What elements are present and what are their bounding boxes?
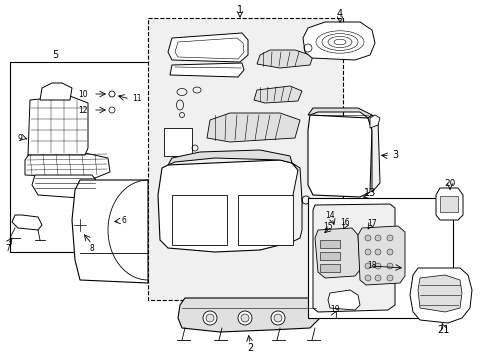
Text: 16: 16 <box>340 217 349 226</box>
Bar <box>307 198 452 318</box>
Polygon shape <box>369 115 379 128</box>
Text: 18: 18 <box>366 261 376 270</box>
Text: 20: 20 <box>444 179 455 188</box>
Polygon shape <box>158 160 302 252</box>
Polygon shape <box>253 86 302 103</box>
Circle shape <box>386 249 392 255</box>
Circle shape <box>374 275 380 281</box>
Bar <box>319 252 339 260</box>
Bar <box>148 18 342 300</box>
Polygon shape <box>314 228 359 278</box>
Polygon shape <box>307 108 371 118</box>
Polygon shape <box>307 115 371 197</box>
Polygon shape <box>327 290 359 310</box>
Text: 21: 21 <box>436 325 448 335</box>
Bar <box>319 240 339 248</box>
Circle shape <box>374 235 380 241</box>
Text: 8: 8 <box>89 243 94 252</box>
Polygon shape <box>417 275 461 312</box>
Polygon shape <box>367 115 379 192</box>
Circle shape <box>203 311 217 325</box>
Circle shape <box>364 263 370 269</box>
Polygon shape <box>32 175 98 198</box>
Polygon shape <box>257 50 312 68</box>
Circle shape <box>386 263 392 269</box>
Text: 15: 15 <box>323 221 332 230</box>
Polygon shape <box>40 83 72 100</box>
Text: 7: 7 <box>5 243 10 252</box>
Text: 17: 17 <box>366 219 376 228</box>
Text: 12: 12 <box>79 105 88 114</box>
Circle shape <box>386 235 392 241</box>
Text: 1: 1 <box>237 5 243 15</box>
Text: 5: 5 <box>52 50 58 60</box>
Bar <box>319 264 339 272</box>
Polygon shape <box>168 33 247 62</box>
Circle shape <box>241 314 248 322</box>
Circle shape <box>273 314 282 322</box>
Polygon shape <box>409 268 471 323</box>
Text: 6: 6 <box>122 216 126 225</box>
Circle shape <box>386 275 392 281</box>
Circle shape <box>270 311 285 325</box>
Polygon shape <box>170 63 244 77</box>
Text: 13: 13 <box>363 188 375 198</box>
Polygon shape <box>303 22 374 60</box>
Circle shape <box>374 263 380 269</box>
Circle shape <box>238 311 251 325</box>
Text: 4: 4 <box>336 9 343 19</box>
Circle shape <box>364 275 370 281</box>
Polygon shape <box>25 153 110 178</box>
Bar <box>172 195 226 245</box>
Text: 9: 9 <box>17 134 22 143</box>
Bar <box>163 128 192 156</box>
Circle shape <box>364 249 370 255</box>
Bar <box>439 196 457 212</box>
Polygon shape <box>289 163 302 242</box>
Text: 2: 2 <box>246 343 253 353</box>
Text: 10: 10 <box>78 90 88 99</box>
Circle shape <box>364 235 370 241</box>
Bar <box>10 62 150 252</box>
Text: 11: 11 <box>132 94 141 103</box>
Polygon shape <box>178 298 319 332</box>
Polygon shape <box>28 96 88 155</box>
Text: 14: 14 <box>325 211 334 220</box>
Polygon shape <box>206 113 299 142</box>
Polygon shape <box>435 188 462 220</box>
Text: 3: 3 <box>391 150 397 160</box>
Polygon shape <box>72 180 148 283</box>
Polygon shape <box>357 226 404 285</box>
Bar <box>238 195 292 245</box>
Polygon shape <box>312 204 394 312</box>
Circle shape <box>374 249 380 255</box>
Polygon shape <box>168 150 291 165</box>
Text: 19: 19 <box>329 306 339 315</box>
Circle shape <box>205 314 214 322</box>
